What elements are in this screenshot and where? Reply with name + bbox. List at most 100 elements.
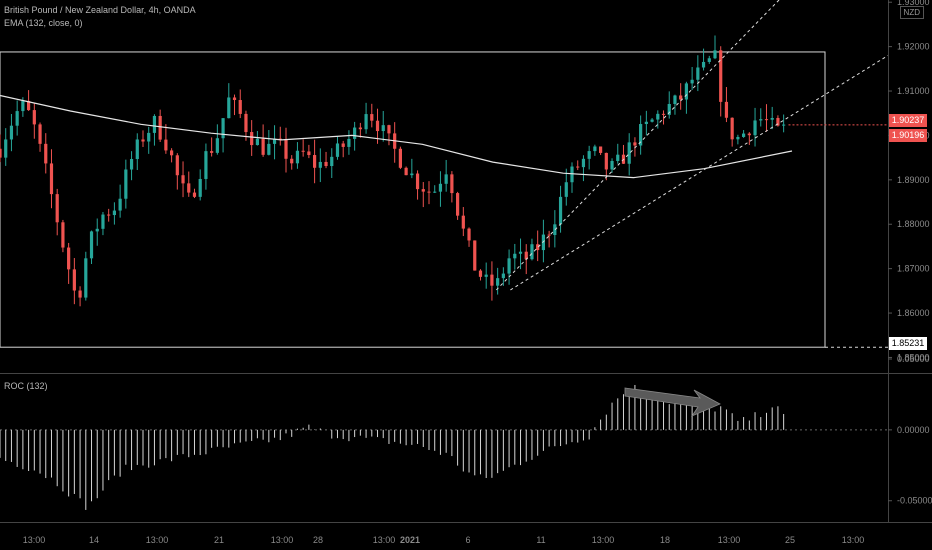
box-low-tag: 1.85231 xyxy=(889,337,927,350)
candle-body xyxy=(210,151,214,153)
roc-tick-label: 0.00000 xyxy=(897,425,930,435)
candle-body xyxy=(118,198,122,211)
time-axis[interactable]: 13:00 14 13:00 21 13:00 28 13:00 2021 6 11 13:00 18… xyxy=(0,522,932,546)
candle-body xyxy=(496,278,500,286)
candle-body xyxy=(456,193,460,216)
candle-body xyxy=(581,158,586,168)
candle-body xyxy=(782,124,786,126)
candle-body xyxy=(95,228,99,232)
time-tick-label: 21 xyxy=(214,535,224,545)
candle-body xyxy=(507,258,511,274)
candle-body xyxy=(170,150,174,156)
candle-body xyxy=(461,215,465,229)
candle-body xyxy=(530,244,534,260)
candle-body xyxy=(358,127,362,130)
candle-body xyxy=(38,124,42,144)
candle-body xyxy=(61,222,65,248)
candle-body xyxy=(198,178,202,197)
candle-body xyxy=(736,136,740,140)
candle-body xyxy=(67,247,71,270)
price-tick-label: 1.89000 xyxy=(897,175,930,185)
currency-badge[interactable]: NZD xyxy=(899,6,924,19)
time-tick-label: 13:00 xyxy=(271,535,294,545)
candle-body xyxy=(335,143,340,157)
candle-body xyxy=(4,139,8,158)
trendline-steep xyxy=(495,0,780,291)
candle-body xyxy=(564,182,568,197)
candle-body xyxy=(610,160,614,170)
candle-body xyxy=(518,251,523,254)
trendline-shallow xyxy=(510,55,889,291)
time-tick-label: 28 xyxy=(313,535,323,545)
price-pane[interactable] xyxy=(0,0,932,374)
candle-body xyxy=(558,196,563,225)
roc-legend: ROC (132) xyxy=(4,381,48,391)
price-axis[interactable]: 1.850001.860001.870001.880001.890001.900… xyxy=(888,0,932,522)
candle-body xyxy=(324,161,328,167)
time-tick-label: 13:00 xyxy=(373,535,396,545)
candle-body xyxy=(278,138,282,140)
time-tick-label: 14 xyxy=(89,535,99,545)
candle-body xyxy=(747,133,751,136)
candle-body xyxy=(21,100,25,112)
time-tick-label: 18 xyxy=(660,535,670,545)
candle-body xyxy=(570,166,574,183)
candle-body xyxy=(204,151,208,179)
candle-body xyxy=(15,111,19,126)
candle-body xyxy=(381,125,385,132)
candle-body xyxy=(267,143,271,155)
time-tick-label: 13:00 xyxy=(718,535,741,545)
roc-tick-label: 0.05000 xyxy=(897,354,930,364)
candle-body xyxy=(513,253,517,259)
candle-body xyxy=(633,142,637,146)
candle-body xyxy=(604,152,608,170)
candle-body xyxy=(730,117,734,140)
candle-body xyxy=(684,83,688,100)
time-tick-label: 11 xyxy=(536,535,545,545)
candle-body xyxy=(9,125,14,140)
candle-body xyxy=(375,120,380,132)
time-tick-label: 13:00 xyxy=(592,535,615,545)
candle-body xyxy=(181,175,185,184)
candle-body xyxy=(353,127,357,139)
candle-body xyxy=(129,159,134,170)
ema-legend: EMA (132, close, 0) xyxy=(4,18,83,28)
candle-body xyxy=(175,155,179,176)
candle-body xyxy=(261,138,265,155)
candle-body xyxy=(656,113,660,120)
ema-price-tag: 1.90196 xyxy=(889,129,927,142)
price-tick-label: 1.86000 xyxy=(897,308,930,318)
candle-body xyxy=(158,115,162,140)
candle-body xyxy=(78,290,82,298)
candle-body xyxy=(501,273,505,279)
candle-body xyxy=(272,138,277,144)
candle-body xyxy=(679,95,683,100)
candle-body xyxy=(667,103,671,115)
candle-body xyxy=(313,155,317,168)
candle-body xyxy=(244,113,248,133)
candle-body xyxy=(32,110,36,125)
candle-body xyxy=(478,270,483,277)
candle-body xyxy=(776,117,780,126)
candle-body xyxy=(284,139,288,159)
candle-body xyxy=(690,79,694,84)
time-tick-label: 13:00 xyxy=(146,535,169,545)
candle-body xyxy=(536,244,540,251)
candle-body xyxy=(484,274,488,277)
divergence-arrow xyxy=(624,387,721,417)
last-price-tag: 1.90237 xyxy=(889,114,927,127)
price-tick-label: 1.93000 xyxy=(897,0,930,7)
candle-body xyxy=(724,101,729,118)
candle-body xyxy=(341,143,345,147)
candle-body xyxy=(27,100,31,111)
time-tick-label: 13:00 xyxy=(23,535,46,545)
candle-body xyxy=(107,214,111,216)
candle-body xyxy=(438,183,443,192)
roc-pane[interactable] xyxy=(0,384,888,510)
candle-body xyxy=(587,151,591,159)
candle-body xyxy=(650,119,654,122)
candle-body xyxy=(135,139,139,160)
candle-body xyxy=(221,118,225,139)
candle-body xyxy=(759,119,763,121)
